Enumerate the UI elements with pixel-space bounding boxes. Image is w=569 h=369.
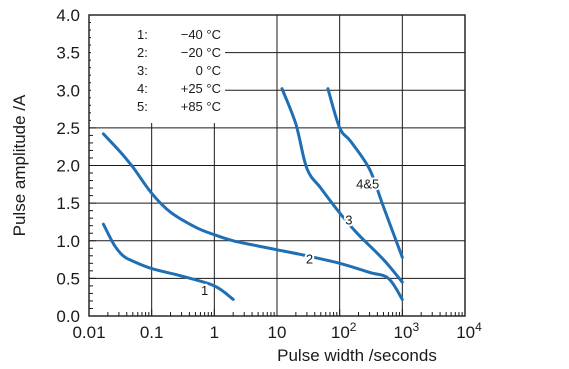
- y-tick-label: 1.5: [56, 194, 80, 213]
- x-tick-label: 1: [210, 323, 219, 342]
- legend-key: 1:: [137, 27, 148, 42]
- grid: [89, 15, 465, 316]
- x-axis-title: Pulse width /seconds: [277, 346, 437, 365]
- y-tick-label: 2.0: [56, 157, 80, 176]
- y-axis-title: Pulse amplitude /A: [10, 94, 29, 236]
- curve-label-1: 1: [201, 283, 208, 298]
- legend-key: 5:: [137, 99, 148, 114]
- series-line-4&5: [326, 87, 404, 259]
- y-tick-label: 2.5: [56, 119, 80, 138]
- legend-key: 3:: [137, 63, 148, 78]
- curve-labels: 1 2 3 4&5: [199, 174, 381, 300]
- legend-key: 2:: [137, 45, 148, 60]
- curve-label-3: 3: [345, 212, 352, 227]
- x-tick-label: 0.01: [72, 323, 105, 342]
- legend-entry: +25 °C: [181, 81, 221, 96]
- axis-ticks: [88, 14, 466, 317]
- series-line-2: [101, 132, 404, 301]
- series: [101, 87, 404, 301]
- curve-label-2: 2: [306, 252, 313, 267]
- x-tick-label: 103: [394, 320, 420, 342]
- tick-labels: 0.0 0.5 1.0 1.5 2.0 2.5 3.0 3.5 4.0 0.01 0.1 1 10 102…: [56, 6, 482, 342]
- legend-box: [91, 17, 225, 123]
- legend-entry: −40 °C: [181, 27, 221, 42]
- x-tick-label: 102: [331, 320, 357, 342]
- legend-entry: +85 °C: [181, 99, 221, 114]
- legend-entry: −20 °C: [181, 45, 221, 60]
- y-tick-label: 0.5: [56, 269, 80, 288]
- legend-key: 4:: [137, 81, 148, 96]
- series-line-3: [280, 87, 404, 284]
- curve-label-4&5: 4&5: [356, 176, 379, 191]
- y-tick-label: 0.0: [56, 307, 80, 326]
- legend: 1: −40 °C 2: −20 °C 3: 0 °C 4: +25 °C 5: +85 °C: [91, 17, 225, 123]
- x-tick-label: 10: [268, 323, 287, 342]
- x-tick-label: 104: [456, 320, 482, 342]
- legend-entry: 0 °C: [196, 63, 221, 78]
- series-line-1: [101, 222, 235, 301]
- y-tick-label: 1.0: [56, 232, 80, 251]
- y-tick-label: 3.5: [56, 44, 80, 63]
- x-tick-label: 0.1: [140, 323, 164, 342]
- y-tick-label: 4.0: [56, 6, 80, 25]
- y-tick-label: 3.0: [56, 81, 80, 100]
